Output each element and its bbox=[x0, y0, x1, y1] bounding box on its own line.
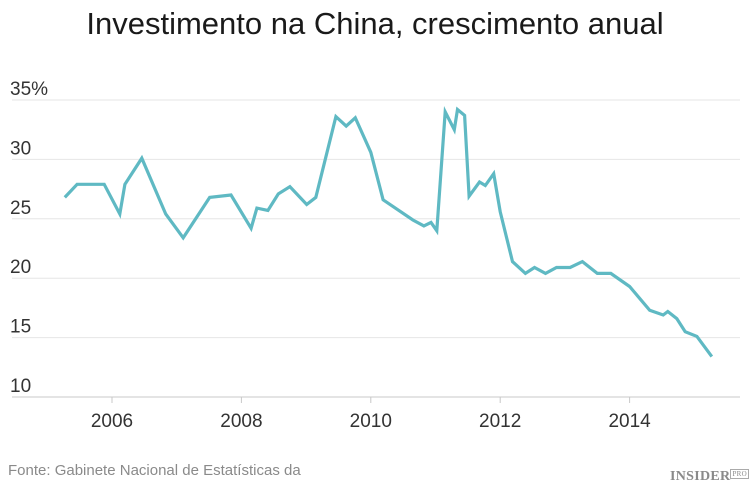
chart-title: Investimento na China, crescimento anual bbox=[86, 6, 664, 41]
y-axis: 10 15 20 25 30 35% bbox=[10, 79, 48, 397]
x-tick-label: 2008 bbox=[220, 411, 262, 432]
series bbox=[63, 106, 714, 358]
line-chart: 10 15 20 25 30 35% 2006 2008 2010 2012 2014 bbox=[10, 79, 740, 432]
source-note: Fonte: Gabinete Nacional de Estatísticas… bbox=[8, 462, 301, 479]
x-tick-label: 2006 bbox=[91, 411, 133, 432]
y-tick-label: 15 bbox=[10, 317, 31, 338]
logo-sup: PRO bbox=[730, 469, 749, 479]
insider-pro-logo: INSIDER PRO bbox=[670, 469, 749, 485]
y-tick-label: 25 bbox=[10, 198, 31, 219]
y-tick-label: 30 bbox=[10, 138, 31, 159]
logo-text: INSIDER bbox=[670, 469, 731, 484]
series-line bbox=[63, 106, 714, 358]
x-axis: 2006 2008 2010 2012 2014 bbox=[91, 397, 651, 432]
x-tick-label: 2012 bbox=[479, 411, 521, 432]
y-tick-label: 20 bbox=[10, 257, 31, 278]
y-tick-label: 35% bbox=[10, 79, 48, 100]
gridlines bbox=[12, 99, 740, 398]
y-tick-label: 10 bbox=[10, 376, 31, 397]
x-tick-label: 2010 bbox=[350, 411, 392, 432]
x-tick-label: 2014 bbox=[608, 411, 651, 432]
